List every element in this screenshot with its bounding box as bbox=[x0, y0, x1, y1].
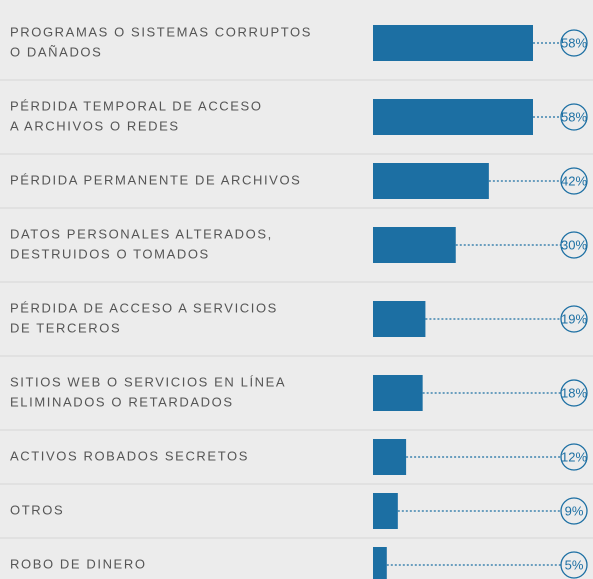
value-badge bbox=[560, 305, 588, 333]
value-label: 18% bbox=[561, 385, 587, 400]
category-label: ACTIVOS ROBADOS SECRETOS bbox=[10, 448, 249, 463]
category-label: PROGRAMAS O SISTEMAS CORRUPTOS bbox=[10, 24, 312, 39]
category-label: A ARCHIVOS O REDES bbox=[10, 118, 180, 133]
value-badge bbox=[560, 231, 588, 259]
value-label: 5% bbox=[565, 557, 584, 572]
value-label: 12% bbox=[561, 449, 587, 464]
value-badge bbox=[560, 443, 588, 471]
category-label: DE TERCEROS bbox=[10, 320, 121, 335]
category-label: ELIMINADOS O RETARDADOS bbox=[10, 394, 234, 409]
bar bbox=[373, 163, 489, 199]
bar bbox=[373, 547, 387, 579]
category-label: DATOS PERSONALES ALTERADOS, bbox=[10, 226, 273, 241]
value-label: 19% bbox=[561, 311, 587, 326]
category-label: SITIOS WEB O SERVICIOS EN LÍNEA bbox=[10, 374, 286, 389]
value-label: 58% bbox=[561, 109, 587, 124]
bar bbox=[373, 493, 398, 529]
value-badge bbox=[560, 167, 588, 195]
value-label: 42% bbox=[561, 173, 587, 188]
bar bbox=[373, 439, 407, 475]
value-badge bbox=[560, 551, 588, 579]
bar bbox=[373, 25, 533, 61]
category-label: ROBO DE DINERO bbox=[10, 556, 147, 571]
value-label: 30% bbox=[561, 237, 587, 252]
bar bbox=[373, 301, 426, 337]
bar bbox=[373, 375, 423, 411]
bar bbox=[373, 99, 533, 135]
category-label: DESTRUIDOS O TOMADOS bbox=[10, 246, 210, 261]
value-badge bbox=[560, 29, 588, 57]
value-badge bbox=[560, 103, 588, 131]
category-label: OTROS bbox=[10, 502, 64, 517]
value-badge bbox=[560, 497, 588, 525]
category-label: O DAÑADOS bbox=[10, 44, 102, 59]
bar bbox=[373, 227, 456, 263]
category-label: PÉRDIDA TEMPORAL DE ACCESO bbox=[10, 98, 263, 113]
category-label: PÉRDIDA DE ACCESO A SERVICIOS bbox=[10, 300, 278, 315]
category-label: PÉRDIDA PERMANENTE DE ARCHIVOS bbox=[10, 172, 301, 187]
value-label: 9% bbox=[565, 503, 584, 518]
value-badge bbox=[560, 379, 588, 407]
value-label: 58% bbox=[561, 35, 587, 50]
